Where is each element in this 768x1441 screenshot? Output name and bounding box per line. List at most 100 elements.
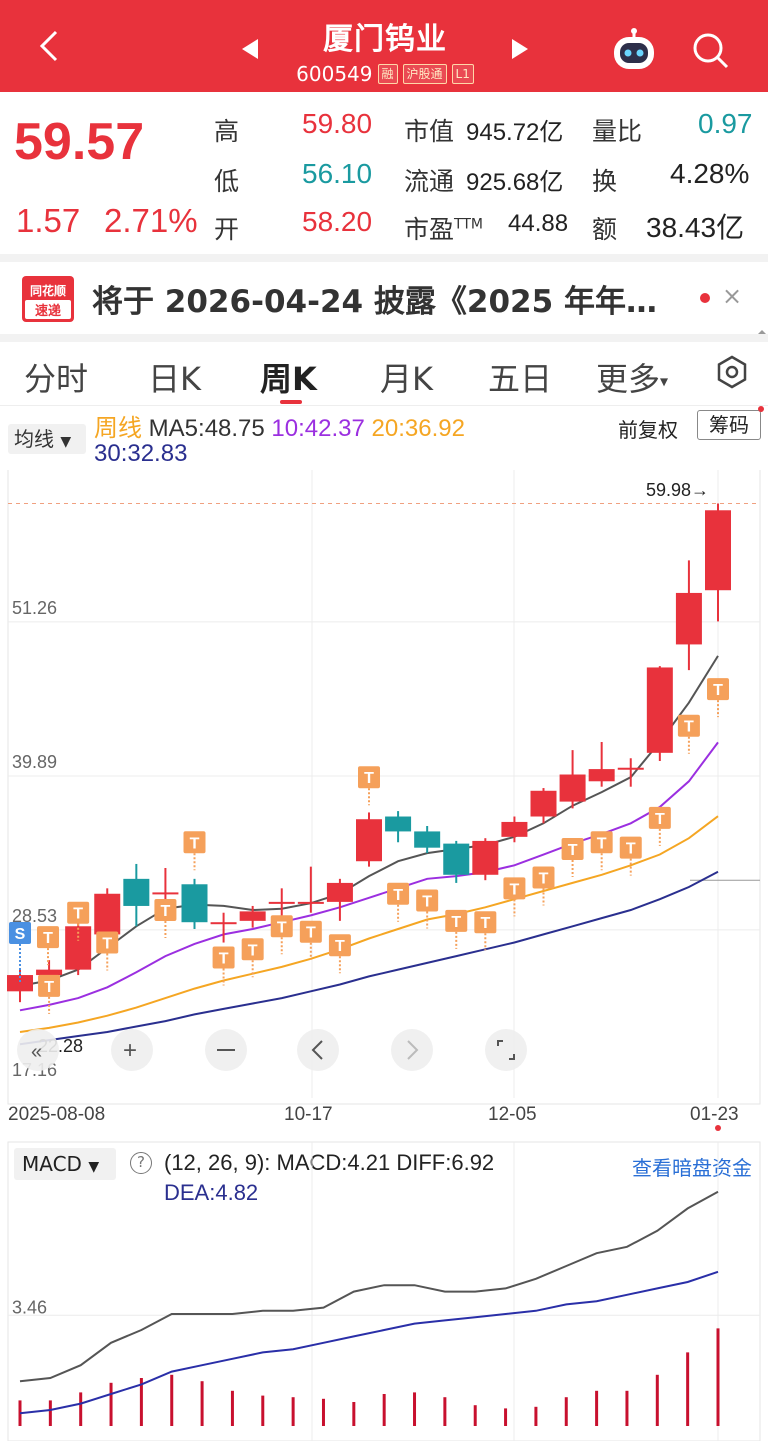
svg-text:速递: 速递 — [35, 303, 61, 318]
announcement-bar[interactable]: 同花顺 速递 将于 2026-04-24 披露《2025 年年… × — [0, 262, 768, 342]
candle-body[interactable] — [326, 882, 353, 902]
dark-pool-link[interactable]: 查看暗盘资金 — [632, 1156, 752, 1180]
candle-body[interactable] — [588, 769, 615, 782]
candle-body[interactable] — [297, 901, 324, 904]
candle-body[interactable] — [530, 790, 557, 817]
candle-body[interactable] — [239, 911, 266, 921]
candle-body[interactable] — [36, 969, 63, 976]
unread-dot — [700, 293, 710, 303]
prev-stock-icon[interactable] — [240, 38, 260, 60]
t-signal-marker[interactable] — [590, 831, 613, 854]
tab-more[interactable]: 更多▾ — [596, 360, 669, 398]
plus-icon: + — [123, 1037, 137, 1064]
ma5-value: MA5:48.75 — [148, 415, 265, 442]
zoom-in-button[interactable] — [111, 1029, 153, 1071]
t-signal-label: T — [568, 842, 578, 859]
t-signal-marker[interactable] — [445, 909, 468, 932]
t-signal-marker[interactable] — [299, 920, 322, 943]
candle-body[interactable] — [646, 667, 673, 753]
ma-legend: 周线 MA5:48.75 10:42.37 20:36.92 — [94, 408, 465, 443]
t-signal-marker[interactable] — [561, 838, 584, 861]
t-signal-marker[interactable] — [37, 926, 59, 949]
scroll-right-button[interactable] — [391, 1029, 433, 1071]
t-signal-marker[interactable] — [154, 899, 177, 922]
chevron-down-icon: ▼ — [60, 434, 72, 450]
t-signal-marker[interactable] — [707, 678, 729, 701]
zoom-out-far-button[interactable] — [17, 1029, 59, 1071]
t-signal-label: T — [364, 770, 374, 787]
last-price: 59.57 — [14, 113, 145, 171]
t-signal-marker[interactable] — [532, 866, 555, 889]
back-arrow-icon[interactable] — [30, 26, 70, 66]
low-label: 低 — [214, 167, 240, 196]
stock-title-block: 厦门钨业 600549 融 沪股通 L1 — [230, 14, 540, 86]
t-signal-marker[interactable] — [677, 714, 700, 737]
t-signal-marker[interactable] — [212, 946, 235, 969]
t-signal-marker[interactable] — [67, 901, 90, 924]
candle-body[interactable] — [152, 892, 179, 895]
tab-weekly-k[interactable]: 周K — [260, 360, 317, 398]
price-change-pct: 2.71% — [104, 202, 198, 239]
adjust-mode[interactable]: 前复权 — [618, 418, 678, 442]
t-signal-marker[interactable] — [619, 836, 642, 859]
t-signal-marker[interactable] — [358, 766, 380, 789]
tab-intraday[interactable]: 分时 — [24, 360, 89, 398]
candle-body[interactable] — [501, 821, 528, 837]
t-signal-label: T — [510, 881, 520, 898]
chevron-right-icon — [407, 1040, 419, 1060]
open-value: 58.20 — [302, 206, 373, 237]
candle-body[interactable] — [123, 878, 150, 906]
next-stock-icon[interactable] — [510, 38, 530, 60]
t-signal-marker[interactable] — [241, 938, 264, 961]
t-signal-label: T — [451, 914, 461, 931]
close-icon[interactable]: × — [722, 282, 743, 310]
fullscreen-button[interactable] — [485, 1029, 527, 1071]
robot-assistant-icon[interactable] — [610, 28, 658, 72]
ma-select-button[interactable]: 均线 ▼ — [8, 424, 86, 454]
expand-indicator-icon[interactable] — [756, 330, 768, 336]
search-icon[interactable] — [690, 30, 730, 70]
candle-body[interactable] — [472, 840, 499, 875]
candle-body[interactable] — [94, 893, 121, 935]
t-signal-marker[interactable] — [270, 915, 293, 938]
t-signal-marker[interactable] — [328, 934, 351, 957]
scroll-left-button[interactable] — [297, 1029, 339, 1071]
t-signal-marker[interactable] — [183, 831, 206, 854]
chip-distribution-button[interactable]: 筹码 — [697, 410, 761, 440]
t-signal-marker[interactable] — [38, 974, 61, 997]
candle-body[interactable] — [414, 831, 441, 848]
t-signal-marker[interactable] — [96, 931, 119, 954]
tab-five-day[interactable]: 五日 — [488, 360, 553, 398]
candle-body[interactable] — [181, 884, 208, 923]
t-signal-marker[interactable] — [474, 911, 497, 934]
candle-body[interactable] — [7, 975, 33, 992]
help-icon[interactable]: ? — [130, 1152, 152, 1174]
max-price-label: 59.98→ — [646, 480, 709, 500]
s-signal-marker[interactable] — [9, 922, 31, 945]
candle-body[interactable] — [559, 774, 586, 802]
candle-body[interactable] — [443, 843, 470, 875]
pe-label: 市盈TTM — [404, 215, 483, 244]
t-signal-marker[interactable] — [387, 882, 410, 905]
t-signal-marker[interactable] — [648, 806, 671, 829]
candle-body[interactable] — [675, 592, 702, 645]
macd-legend: (12, 26, 9): MACD:4.21 DIFF:6.92 — [164, 1150, 495, 1175]
settings-icon[interactable] — [714, 354, 750, 390]
candle-body[interactable] — [210, 922, 237, 925]
candle-body[interactable] — [268, 901, 295, 904]
tab-daily-k[interactable]: 日K — [148, 360, 201, 398]
amount-value: 38.43亿 — [646, 212, 745, 243]
t-signal-label: T — [102, 936, 112, 953]
open-label: 开 — [214, 215, 240, 244]
candle-body[interactable] — [617, 767, 644, 770]
t-signal-marker[interactable] — [503, 877, 526, 900]
tab-monthly-k[interactable]: 月K — [380, 360, 433, 398]
announcement-text[interactable]: 将于 2026-04-24 披露《2025 年年… — [92, 284, 657, 320]
candle-body[interactable] — [356, 819, 382, 862]
candle-body[interactable] — [385, 816, 412, 832]
indicator-select-button[interactable]: MACD ▼ — [14, 1148, 116, 1180]
dea-line — [19, 1270, 719, 1415]
candle-body[interactable] — [705, 510, 731, 591]
t-signal-marker[interactable] — [416, 889, 439, 912]
